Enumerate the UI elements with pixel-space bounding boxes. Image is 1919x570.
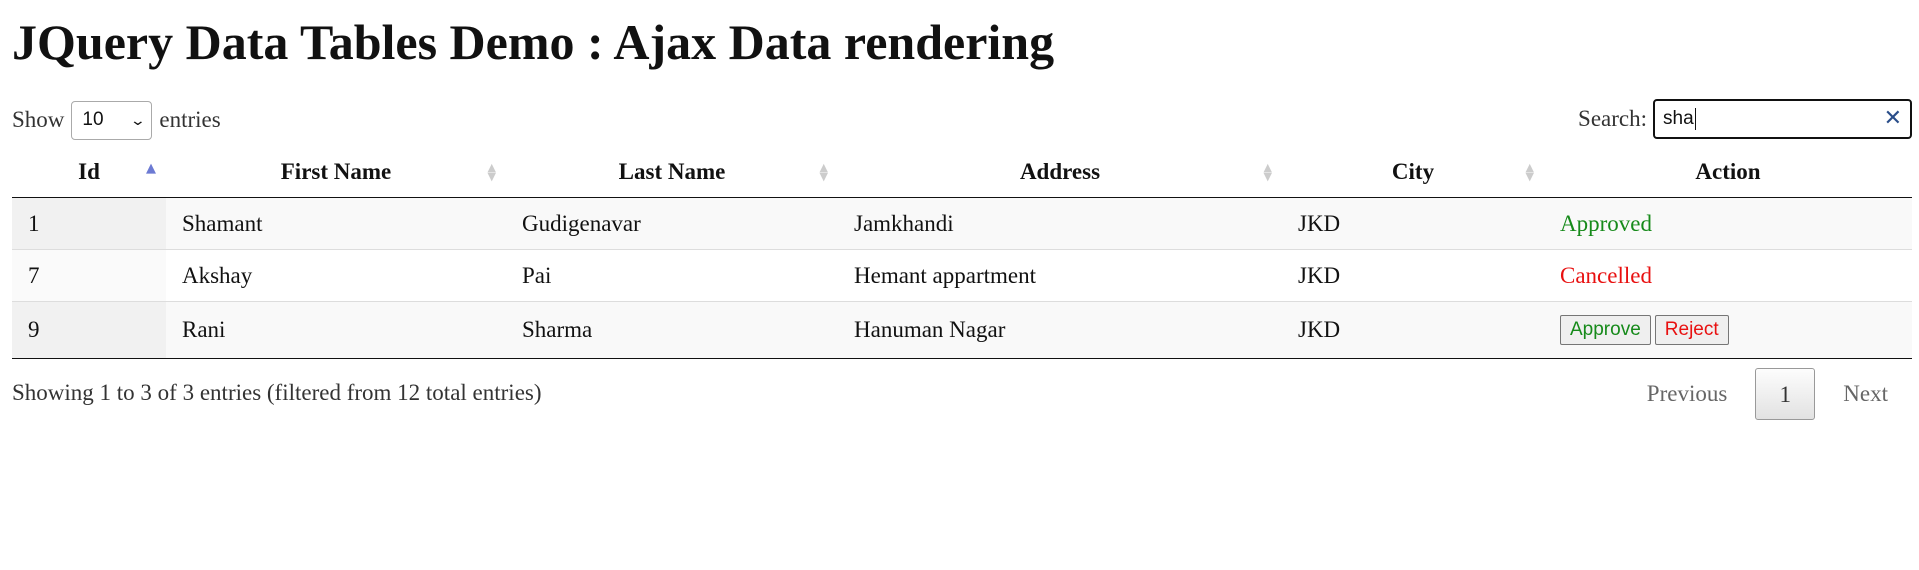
search-input[interactable]: sha ✕ <box>1653 99 1912 139</box>
column-header-first-name[interactable]: First Name ▲ ▼ <box>166 147 506 198</box>
column-header-label: City <box>1391 159 1435 184</box>
cell-action: Approve Reject <box>1544 301 1912 359</box>
pagination: Previous 1 Next <box>1623 368 1912 420</box>
column-header-label: Last Name <box>618 159 726 184</box>
chevron-down-icon: ⌄ <box>129 111 146 128</box>
search-input-value: sha <box>1663 108 1694 129</box>
cell-last-name: Sharma <box>506 301 838 359</box>
column-header-label: Action <box>1695 159 1761 184</box>
search-label: Search: <box>1578 106 1647 131</box>
column-header-label: Address <box>1019 159 1101 184</box>
sort-ascending-icon: ▲ <box>146 161 156 176</box>
cell-address: Hemant appartment <box>838 249 1282 302</box>
cell-last-name: Gudigenavar <box>506 197 838 250</box>
length-control: Show 10 ⌄ entries <box>12 100 221 140</box>
cell-id: 9 <box>12 301 166 359</box>
column-header-label: Id <box>78 159 100 184</box>
table-header-row: Id ▲ First Name ▲ ▼ Last Name ▲ ▼ Address … <box>12 147 1912 198</box>
cell-city: JKD <box>1282 249 1544 302</box>
cell-city: JKD <box>1282 301 1544 359</box>
previous-page-button[interactable]: Previous <box>1646 381 1728 406</box>
table-info: Showing 1 to 3 of 3 entries (filtered fr… <box>12 380 542 405</box>
status-approved: Approved <box>1560 210 1652 236</box>
table-row: 7 Akshay Pai Hemant appartment JKD Cance… <box>12 249 1912 302</box>
cell-action: Approved <box>1544 197 1912 250</box>
data-table: Id ▲ First Name ▲ ▼ Last Name ▲ ▼ Address … <box>12 147 1912 359</box>
column-header-label: First Name <box>280 159 392 184</box>
entries-select-value: 10 <box>82 109 104 130</box>
cell-last-name: Pai <box>506 249 838 302</box>
table-row: 9 Rani Sharma Hanuman Nagar JKD Approve R… <box>12 301 1912 359</box>
cell-first-name: Akshay <box>166 249 506 302</box>
show-label: Show <box>12 107 65 132</box>
search-control: Search: sha ✕ <box>1578 98 1912 140</box>
entries-select[interactable]: 10 ⌄ <box>71 100 153 140</box>
cell-id: 7 <box>12 249 166 302</box>
page-button-current[interactable]: 1 <box>1755 368 1816 420</box>
sort-both-icon: ▲ ▼ <box>487 161 496 183</box>
table-row: 1 Shamant Gudigenavar Jamkhandi JKD Appr… <box>12 197 1912 250</box>
approve-button[interactable]: Approve <box>1560 315 1651 345</box>
page-title: JQuery Data Tables Demo : Ajax Data rend… <box>12 14 1055 70</box>
sort-both-icon: ▲ ▼ <box>1525 161 1534 183</box>
sort-both-icon: ▲ ▼ <box>819 161 828 183</box>
cell-action: Cancelled <box>1544 249 1912 302</box>
cell-first-name: Shamant <box>166 197 506 250</box>
entries-label: entries <box>159 107 221 132</box>
column-header-action: Action <box>1544 147 1912 198</box>
status-cancelled: Cancelled <box>1560 262 1652 288</box>
reject-button[interactable]: Reject <box>1654 315 1729 345</box>
sort-both-icon: ▲ ▼ <box>1263 161 1272 183</box>
column-header-address[interactable]: Address ▲ ▼ <box>838 147 1282 198</box>
cell-id: 1 <box>12 197 166 250</box>
clear-search-icon[interactable]: ✕ <box>1883 106 1902 131</box>
cell-first-name: Rani <box>166 301 506 359</box>
column-header-last-name[interactable]: Last Name ▲ ▼ <box>506 147 838 198</box>
cell-address: Jamkhandi <box>838 197 1282 250</box>
cell-city: JKD <box>1282 197 1544 250</box>
next-page-button[interactable]: Next <box>1843 381 1888 406</box>
column-header-city[interactable]: City ▲ ▼ <box>1282 147 1544 198</box>
column-header-id[interactable]: Id ▲ <box>12 147 166 198</box>
cell-address: Hanuman Nagar <box>838 301 1282 359</box>
